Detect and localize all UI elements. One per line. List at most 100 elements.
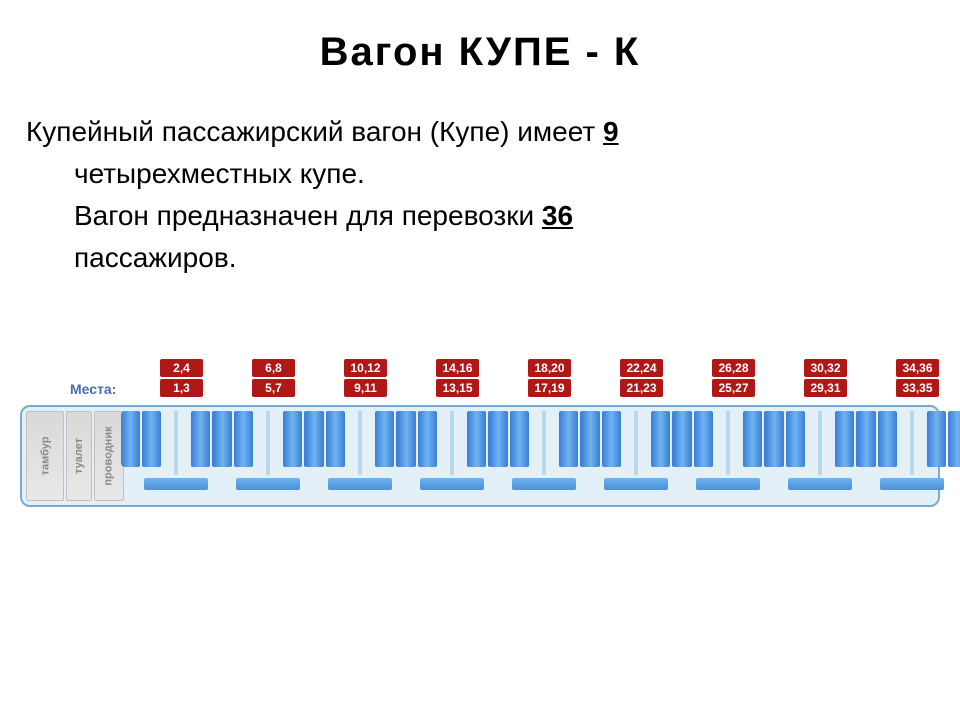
seat-bar	[857, 411, 876, 467]
seat-divider	[542, 411, 546, 475]
compartment-window	[328, 478, 392, 490]
service-toilet-left: туалет	[66, 411, 92, 501]
passenger-count: 36	[542, 200, 573, 231]
page-title: Вагон КУПЕ - К	[20, 30, 940, 75]
compartment-window	[512, 478, 576, 490]
compartment	[408, 411, 495, 490]
seat-bar	[878, 411, 897, 467]
seat-tag-upper: 34,36	[896, 359, 939, 377]
seat-bar	[142, 411, 161, 467]
compartment	[500, 411, 587, 490]
compartment	[132, 411, 219, 490]
seat-bar	[375, 411, 394, 467]
seat-tag-upper: 14,16	[436, 359, 479, 377]
compartment-cell	[500, 411, 587, 490]
seat-tag-upper: 22,24	[620, 359, 663, 377]
compartment	[868, 411, 955, 490]
compartment-cell	[408, 411, 495, 490]
compartment-cell	[132, 411, 219, 490]
description-block: Купейный пассажирский вагон (Купе) имеет…	[20, 111, 940, 279]
compartment-cell	[316, 411, 403, 490]
compartment-window	[788, 478, 852, 490]
seat-bar	[743, 411, 762, 467]
seat-divider	[174, 411, 178, 475]
compartment-seats	[857, 411, 960, 475]
seat-tag-lower: 1,3	[160, 379, 203, 397]
seat-bar	[581, 411, 600, 467]
compartment	[684, 411, 771, 490]
seat-tag-lower: 29,31	[804, 379, 847, 397]
seat-tag-lower: 13,15	[436, 379, 479, 397]
seat-divider	[358, 411, 362, 475]
compartment	[224, 411, 311, 490]
wagon-diagram: Места: 2,41,36,85,710,129,1114,1613,1518…	[20, 359, 940, 507]
seat-tag-lower: 25,27	[712, 379, 755, 397]
seat-tag-upper: 2,4	[160, 359, 203, 377]
compartment	[776, 411, 863, 490]
seat-bar	[326, 411, 345, 467]
seat-divider	[634, 411, 638, 475]
seat-divider	[266, 411, 270, 475]
seat-bar	[651, 411, 670, 467]
seat-divider	[450, 411, 454, 475]
desc-line3-pre: Вагон предназначен для перевозки	[74, 200, 534, 231]
seat-bar	[835, 411, 854, 467]
seat-tag-upper: 30,32	[804, 359, 847, 377]
compartment-cell	[684, 411, 771, 490]
seat-tag-upper: 6,8	[252, 359, 295, 377]
seat-bar	[602, 411, 621, 467]
seats-header-label: Места:	[20, 381, 160, 397]
seat-divider	[910, 411, 914, 475]
desc-line4: пассажиров.	[26, 237, 940, 279]
seat-tag-lower: 17,19	[528, 379, 571, 397]
wagon-body: тамбур туалет проводник туалет тамбур	[20, 405, 940, 507]
seat-tag-upper: 18,20	[528, 359, 571, 377]
desc-line3: Вагон предназначен для перевозки 36	[26, 195, 940, 237]
compartment	[316, 411, 403, 490]
compartment-window	[604, 478, 668, 490]
compartment-window	[144, 478, 208, 490]
compartments-container	[132, 411, 955, 501]
compartment-window	[880, 478, 944, 490]
seat-bar	[467, 411, 486, 467]
seat-tag-lower: 5,7	[252, 379, 295, 397]
desc-line2: четырехместных купе.	[26, 153, 940, 195]
seat-divider	[818, 411, 822, 475]
compartment-label: 22,24 21,23	[620, 359, 663, 397]
seat-tag-upper: 10,12	[344, 359, 387, 377]
compartment-label: 10,129,11	[344, 359, 387, 397]
seat-bar	[418, 411, 437, 467]
seat-bar	[489, 411, 508, 467]
compartment-label: 18,20 17,19	[528, 359, 571, 397]
service-conductor: проводник	[94, 411, 124, 501]
compartment-label: 34,36 33,35	[896, 359, 939, 397]
seat-bar	[786, 411, 805, 467]
seat-bar	[948, 411, 960, 467]
seat-bar	[673, 411, 692, 467]
seat-bar	[694, 411, 713, 467]
seat-labels-row: Места: 2,41,36,85,710,129,1114,1613,1518…	[20, 359, 940, 397]
compartment-label: 26,28 25,27	[712, 359, 755, 397]
compartment-cell	[868, 411, 955, 490]
seat-bar	[765, 411, 784, 467]
compartment-window	[236, 478, 300, 490]
seat-bar	[234, 411, 253, 467]
seat-tag-upper: 26,28	[712, 359, 755, 377]
compartment-cell	[776, 411, 863, 490]
compartment-label: 6,85,7	[252, 359, 295, 397]
seat-bar	[283, 411, 302, 467]
compartment-cell	[224, 411, 311, 490]
seat-tag-lower: 21,23	[620, 379, 663, 397]
compartment-window	[420, 478, 484, 490]
compartment-label: 30,32 29,31	[804, 359, 847, 397]
seat-bar	[213, 411, 232, 467]
compartment-count: 9	[603, 116, 619, 147]
compartment-label: 2,41,3	[160, 359, 203, 397]
seat-tag-lower: 33,35	[896, 379, 939, 397]
service-tambur-left: тамбур	[26, 411, 64, 501]
seat-bar	[510, 411, 529, 467]
compartment-window	[696, 478, 760, 490]
compartment-label: 14,16 13,15	[436, 359, 479, 397]
seat-bar	[121, 411, 140, 467]
seat-bar	[191, 411, 210, 467]
